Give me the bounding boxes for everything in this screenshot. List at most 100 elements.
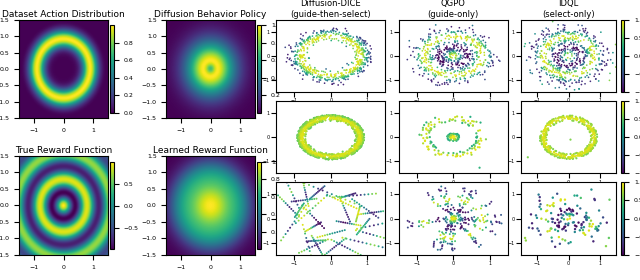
Point: [358, 51, 368, 55]
Point: [311, 34, 321, 38]
Point: [298, 223, 308, 227]
Point: [360, 58, 370, 62]
Point: [546, 146, 556, 150]
Point: [355, 140, 365, 145]
Point: [534, 195, 545, 199]
Point: [559, 154, 569, 158]
Point: [457, 224, 467, 228]
Point: [443, 201, 453, 206]
Point: [584, 124, 595, 128]
Point: [451, 34, 461, 38]
Point: [357, 132, 367, 136]
Point: [340, 155, 350, 159]
Point: [314, 116, 324, 120]
Point: [356, 226, 366, 230]
Point: [438, 63, 448, 68]
Point: [490, 213, 500, 218]
Point: [344, 147, 355, 152]
Point: [546, 152, 556, 157]
Point: [580, 215, 590, 219]
Point: [353, 74, 364, 79]
Point: [456, 208, 466, 212]
Point: [563, 156, 573, 160]
Point: [452, 221, 462, 225]
Point: [292, 132, 303, 137]
Point: [342, 151, 353, 156]
Point: [344, 202, 354, 207]
Point: [442, 55, 452, 60]
Point: [327, 246, 337, 251]
Point: [560, 38, 570, 42]
Point: [591, 38, 601, 43]
Point: [445, 212, 456, 216]
Point: [347, 147, 357, 152]
Point: [585, 79, 595, 83]
Point: [558, 23, 568, 27]
Point: [301, 71, 311, 75]
Point: [433, 40, 443, 45]
Point: [543, 147, 554, 151]
Point: [356, 48, 366, 52]
Point: [550, 66, 561, 71]
Point: [544, 150, 554, 155]
Point: [460, 49, 470, 53]
Point: [563, 51, 573, 56]
Point: [560, 116, 570, 120]
Point: [467, 23, 477, 28]
Point: [570, 64, 580, 68]
Point: [305, 196, 315, 201]
Point: [521, 238, 531, 243]
Point: [548, 66, 559, 71]
Point: [589, 44, 599, 48]
Point: [538, 135, 548, 139]
Point: [340, 197, 351, 202]
Point: [564, 79, 574, 83]
Point: [305, 144, 316, 149]
Point: [296, 136, 306, 141]
Point: [573, 151, 583, 156]
Point: [314, 155, 324, 160]
Point: [315, 116, 325, 120]
Point: [545, 150, 556, 154]
Point: [543, 47, 553, 52]
Point: [435, 83, 445, 87]
Point: [450, 40, 460, 44]
Point: [286, 190, 296, 194]
Point: [286, 46, 296, 51]
Point: [450, 217, 460, 221]
Point: [434, 229, 444, 234]
Point: [466, 42, 476, 47]
Point: [349, 72, 359, 76]
Point: [355, 228, 365, 232]
Point: [291, 41, 301, 45]
Point: [495, 59, 505, 63]
Point: [583, 125, 593, 130]
Point: [297, 137, 307, 142]
Point: [417, 220, 428, 224]
Point: [310, 70, 320, 74]
Point: [342, 67, 352, 72]
Point: [322, 113, 332, 118]
Point: [491, 219, 501, 224]
Point: [564, 155, 575, 159]
Point: [560, 49, 570, 54]
Point: [589, 49, 599, 53]
Point: [330, 196, 340, 201]
Point: [317, 240, 328, 244]
Point: [537, 54, 547, 59]
Point: [359, 55, 369, 59]
Point: [548, 47, 558, 52]
Point: [316, 117, 326, 122]
Point: [320, 253, 330, 257]
Point: [534, 55, 544, 59]
Point: [300, 148, 310, 152]
Point: [584, 145, 595, 150]
Point: [314, 80, 324, 84]
Point: [584, 46, 595, 50]
Point: [536, 44, 546, 48]
Point: [481, 45, 491, 50]
Point: [352, 59, 362, 64]
Point: [559, 152, 570, 157]
Point: [539, 67, 549, 72]
Point: [424, 218, 434, 223]
